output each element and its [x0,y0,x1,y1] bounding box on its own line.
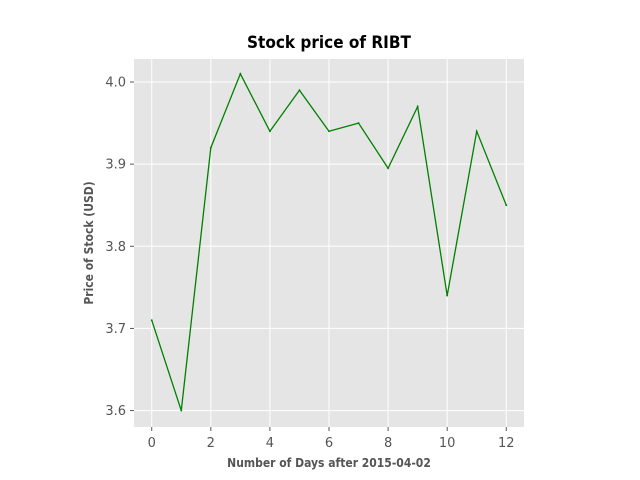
y-tick-label: 3.7 [105,322,126,337]
data-point [269,130,271,133]
y-tick-label: 3.9 [105,158,126,173]
data-point [180,409,183,412]
data-point [416,105,419,108]
data-point [387,167,389,170]
x-axis-label: Number of Days after 2015-04-02 [227,456,431,470]
x-tick-label: 12 [498,436,515,451]
x-tick-label: 8 [384,436,392,451]
y-tick-label: 4.0 [105,76,126,91]
y-axis-ticks: 3.6 3.7 3.8 3.9 4.0 [105,76,134,419]
data-point [150,319,153,322]
y-axis-label: Price of Stock (USD) [82,181,96,304]
grid-lines [134,59,524,427]
x-tick-label: 2 [207,436,215,451]
data-point [209,146,212,149]
data-point [505,204,508,207]
y-tick-label: 3.6 [105,404,126,419]
data-point [239,72,242,75]
data-point [298,89,301,92]
data-point [328,130,330,133]
chart-title: Stock price of RIBT [247,33,411,53]
x-tick-label: 0 [148,436,156,451]
x-tick-label: 10 [439,436,456,451]
x-axis-ticks: 0 2 4 6 8 10 12 [148,427,515,451]
series-group [150,72,508,412]
y-tick-label: 3.8 [105,240,126,255]
x-tick-label: 4 [266,436,274,451]
x-tick-label: 6 [325,436,333,451]
data-point [475,130,478,133]
data-point [446,294,449,297]
data-point [357,122,360,124]
